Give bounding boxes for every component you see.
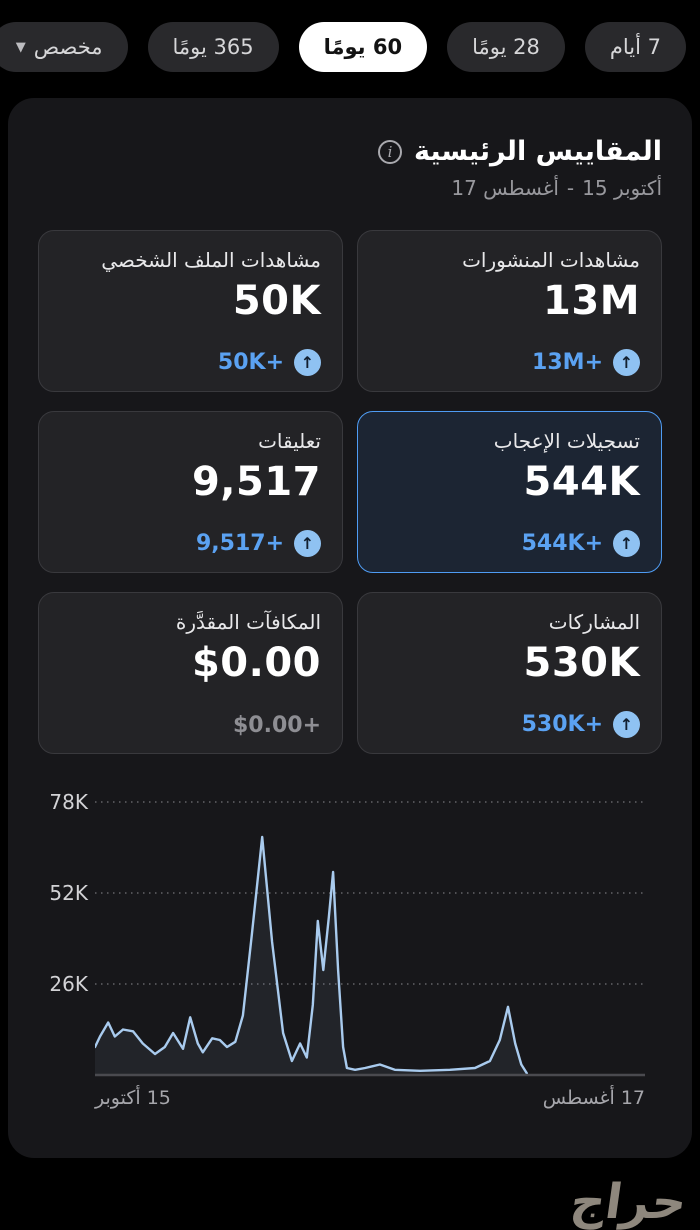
page-title: المقاييس الرئيسية xyxy=(413,136,662,167)
metric-value: 9,517 xyxy=(191,459,321,505)
up-arrow-icon: ↑ xyxy=(613,530,640,557)
tab-label: 365 يومًا xyxy=(172,35,254,59)
metric-label: مشاهدات المنشورات xyxy=(462,248,640,272)
y-axis-tick: 26K xyxy=(49,972,88,996)
metric-delta: ↑ +530K xyxy=(522,711,640,738)
y-axis-tick: 78K xyxy=(49,790,88,814)
metric-label: تعليقات xyxy=(258,429,321,453)
x-axis-label-left: 15 أكتوبر xyxy=(95,1087,171,1109)
metric-card[interactable]: تعليقات 9,517 ↑ +9,517 xyxy=(38,411,343,573)
key-metrics-panel: المقاييس الرئيسية i 17 أغسطس - 15 أكتوبر… xyxy=(8,98,692,1158)
panel-header: المقاييس الرئيسية i xyxy=(38,136,662,167)
metric-delta-text: +530K xyxy=(521,712,603,737)
tab-label: 60 يومًا xyxy=(323,35,403,59)
metric-value: 544K xyxy=(523,459,640,505)
date-range: 17 أغسطس - 15 أكتوبر xyxy=(38,176,662,200)
tab-label: 28 يومًا xyxy=(472,35,540,59)
time-range-tab-bar: 7 أيام ▼ 28 يومًا ▼ 60 يومًا ▼ 365 يومًا… xyxy=(0,22,700,72)
time-range-tab[interactable]: مخصص ▼ xyxy=(0,22,128,72)
date-range-end: 15 أكتوبر xyxy=(582,176,662,200)
metric-delta-text: +544K xyxy=(521,531,603,556)
time-range-tab[interactable]: 28 يومًا ▼ xyxy=(447,22,565,72)
metric-label: المكافآت المقدَّرة xyxy=(175,610,321,634)
y-axis-tick: 52K xyxy=(49,881,88,905)
series-line xyxy=(95,835,528,1075)
date-range-separator: - xyxy=(566,176,575,200)
metric-cards-grid: مشاهدات المنشورات 13M ↑ +13M مشاهدات الم… xyxy=(38,230,662,754)
up-arrow-icon: ↑ xyxy=(294,349,321,376)
tab-label: 7 أيام xyxy=(609,35,661,59)
series-area xyxy=(95,837,527,1075)
metric-label: مشاهدات الملف الشخصي xyxy=(101,248,321,272)
metric-delta-text: +13M xyxy=(532,350,603,375)
metric-card[interactable]: تسجيلات الإعجاب 544K ↑ +544K xyxy=(357,411,662,573)
metric-delta: ↑ +13M xyxy=(532,349,640,376)
chart-canvas[interactable] xyxy=(95,790,645,1080)
time-range-tab[interactable]: 60 يومًا ▼ xyxy=(298,22,428,72)
metric-value: $0.00 xyxy=(191,640,321,686)
up-arrow-icon: ↑ xyxy=(613,349,640,376)
metric-label: المشاركات xyxy=(548,610,640,634)
metrics-chart: 78K 52K 26K 15 أكتوبر 17 أغسطس xyxy=(38,790,662,1130)
metric-card[interactable]: مشاهدات المنشورات 13M ↑ +13M xyxy=(357,230,662,392)
metric-card[interactable]: مشاهدات الملف الشخصي 50K ↑ +50K xyxy=(38,230,343,392)
date-range-start: 17 أغسطس xyxy=(451,176,559,200)
metric-value: 13M xyxy=(543,278,640,324)
metric-delta: ↑ +50K xyxy=(218,349,321,376)
metric-delta-text: +9,517 xyxy=(195,531,284,556)
metric-delta-text: +$0.00 xyxy=(232,713,321,738)
chevron-down-icon: ▼ xyxy=(15,39,26,55)
metric-card[interactable]: المشاركات 530K ↑ +530K xyxy=(357,592,662,754)
metric-delta: ↑ +9,517 xyxy=(196,530,321,557)
metric-label: تسجيلات الإعجاب xyxy=(493,429,640,453)
analytics-screen: { "tabs": { "items": [ { "label": "7 أيا… xyxy=(0,22,700,1230)
time-range-tab[interactable]: 7 أيام ▼ xyxy=(584,22,686,72)
up-arrow-icon: ↑ xyxy=(294,530,321,557)
metric-value: 50K xyxy=(232,278,321,324)
x-axis-label-right: 17 أغسطس xyxy=(542,1087,645,1109)
tab-label: مخصص xyxy=(33,35,103,59)
metric-delta: +$0.00 xyxy=(233,713,321,738)
metric-card[interactable]: المكافآت المقدَّرة $0.00 +$0.00 xyxy=(38,592,343,754)
time-range-tab[interactable]: 365 يومًا ▼ xyxy=(147,22,279,72)
metric-delta: ↑ +544K xyxy=(522,530,640,557)
info-icon[interactable]: i xyxy=(377,139,402,164)
haraj-watermark: حراج xyxy=(566,1174,690,1230)
up-arrow-icon: ↑ xyxy=(613,711,640,738)
metric-delta-text: +50K xyxy=(217,350,284,375)
metric-value: 530K xyxy=(523,640,640,686)
